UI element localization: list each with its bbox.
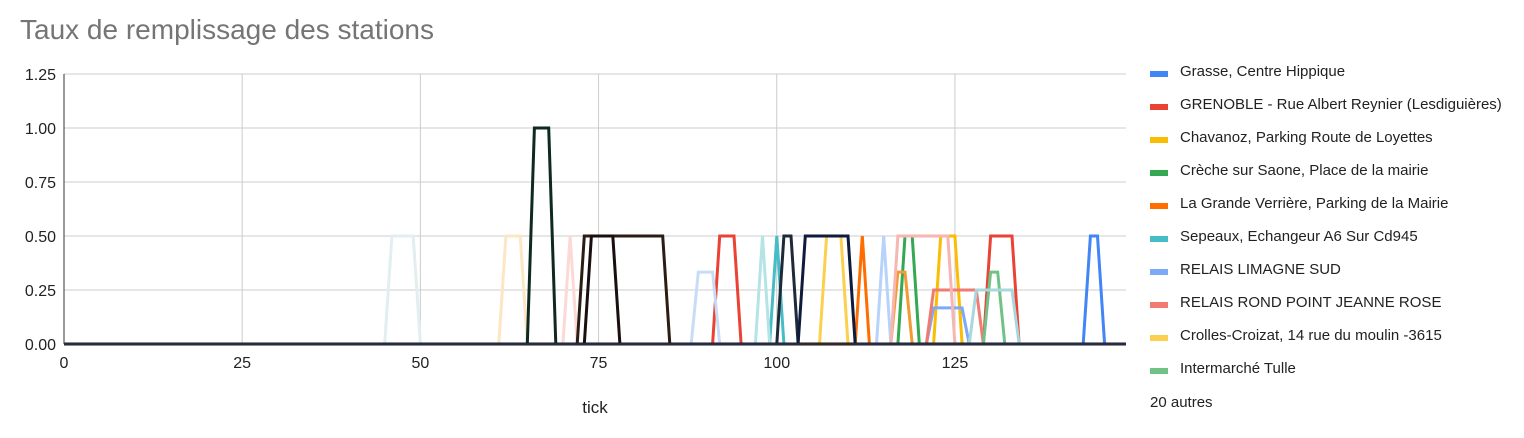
x-tick-label: 50	[411, 355, 429, 372]
legend-item[interactable]: Crolles-Croizat, 14 rue du moulin -3615	[1150, 326, 1520, 359]
chart-title: Taux de remplissage des stations	[20, 14, 434, 45]
legend-swatch	[1150, 368, 1168, 374]
legend-label: GRENOBLE - Rue Albert Reynier (Lesdiguiè…	[1180, 96, 1502, 113]
legend-swatch	[1150, 203, 1168, 209]
grid-layer	[63, 73, 1126, 345]
legend-label: Grasse, Centre Hippique	[1180, 63, 1346, 80]
x-tick-label: 75	[590, 355, 608, 372]
legend-label: RELAIS LIMAGNE SUD	[1180, 261, 1341, 278]
x-tick-label: 25	[233, 355, 251, 372]
legend-swatch	[1150, 269, 1168, 275]
legend-item[interactable]: GRENOBLE - Rue Albert Reynier (Lesdiguiè…	[1150, 95, 1520, 128]
axis-layer: 0.00 0.25 0.50 0.75 1.00 1.25 0 25 50 75 100 125	[25, 67, 1126, 372]
legend-swatch	[1150, 137, 1168, 143]
series-line-6[interactable]	[64, 306, 1126, 346]
legend-item[interactable]: RELAIS ROND POINT JEANNE ROSE	[1150, 293, 1520, 326]
legend-label: Crèche sur Saone, Place de la mairie	[1180, 162, 1429, 179]
legend-swatch	[1150, 302, 1168, 308]
legend-item[interactable]: Chavanoz, Parking Route de Loyettes	[1150, 128, 1520, 161]
legend-item[interactable]: RELAIS LIMAGNE SUD	[1150, 260, 1520, 293]
y-tick-label: 0.25	[25, 283, 56, 300]
legend-label: Intermarché Tulle	[1180, 360, 1296, 377]
legend-swatch	[1150, 335, 1168, 341]
legend-item[interactable]: La Grande Verrière, Parking de la Mairie	[1150, 194, 1520, 227]
legend-label: La Grande Verrière, Parking de la Mairie	[1180, 195, 1449, 212]
x-tick-label: 0	[60, 355, 69, 372]
legend-swatch	[1150, 170, 1168, 176]
x-tick-label: 125	[942, 355, 969, 372]
y-tick-label: 1.25	[25, 67, 56, 84]
legend-swatch	[1150, 236, 1168, 242]
legend-item[interactable]: Crèche sur Saone, Place de la mairie	[1150, 161, 1520, 194]
y-tick-label: 0.50	[25, 229, 56, 246]
legend: Grasse, Centre Hippique GRENOBLE - Rue Al…	[1150, 62, 1520, 411]
legend-label: Crolles-Croizat, 14 rue du moulin -3615	[1180, 327, 1442, 344]
legend-item[interactable]: Grasse, Centre Hippique	[1150, 62, 1520, 95]
x-axis-title: tick	[582, 398, 608, 417]
legend-more-label[interactable]: 20 autres	[1150, 394, 1213, 411]
legend-label: Sepeaux, Echangeur A6 Sur Cd945	[1180, 228, 1418, 245]
legend-swatch	[1150, 104, 1168, 110]
y-tick-label: 1.00	[25, 121, 56, 138]
legend-label: RELAIS ROND POINT JEANNE ROSE	[1180, 294, 1442, 311]
legend-label: Chavanoz, Parking Route de Loyettes	[1180, 129, 1433, 146]
legend-item[interactable]: Sepeaux, Echangeur A6 Sur Cd945	[1150, 227, 1520, 260]
chart-plot: 0.00 0.25 0.50 0.75 1.00 1.25 0 25 50 75 100 125 ti…	[25, 67, 1126, 417]
y-tick-label: 0.75	[25, 175, 56, 192]
legend-swatch	[1150, 71, 1168, 77]
x-tick-label: 100	[763, 355, 790, 372]
legend-item[interactable]: Intermarché Tulle	[1150, 359, 1520, 392]
y-tick-label: 0.00	[25, 337, 56, 354]
